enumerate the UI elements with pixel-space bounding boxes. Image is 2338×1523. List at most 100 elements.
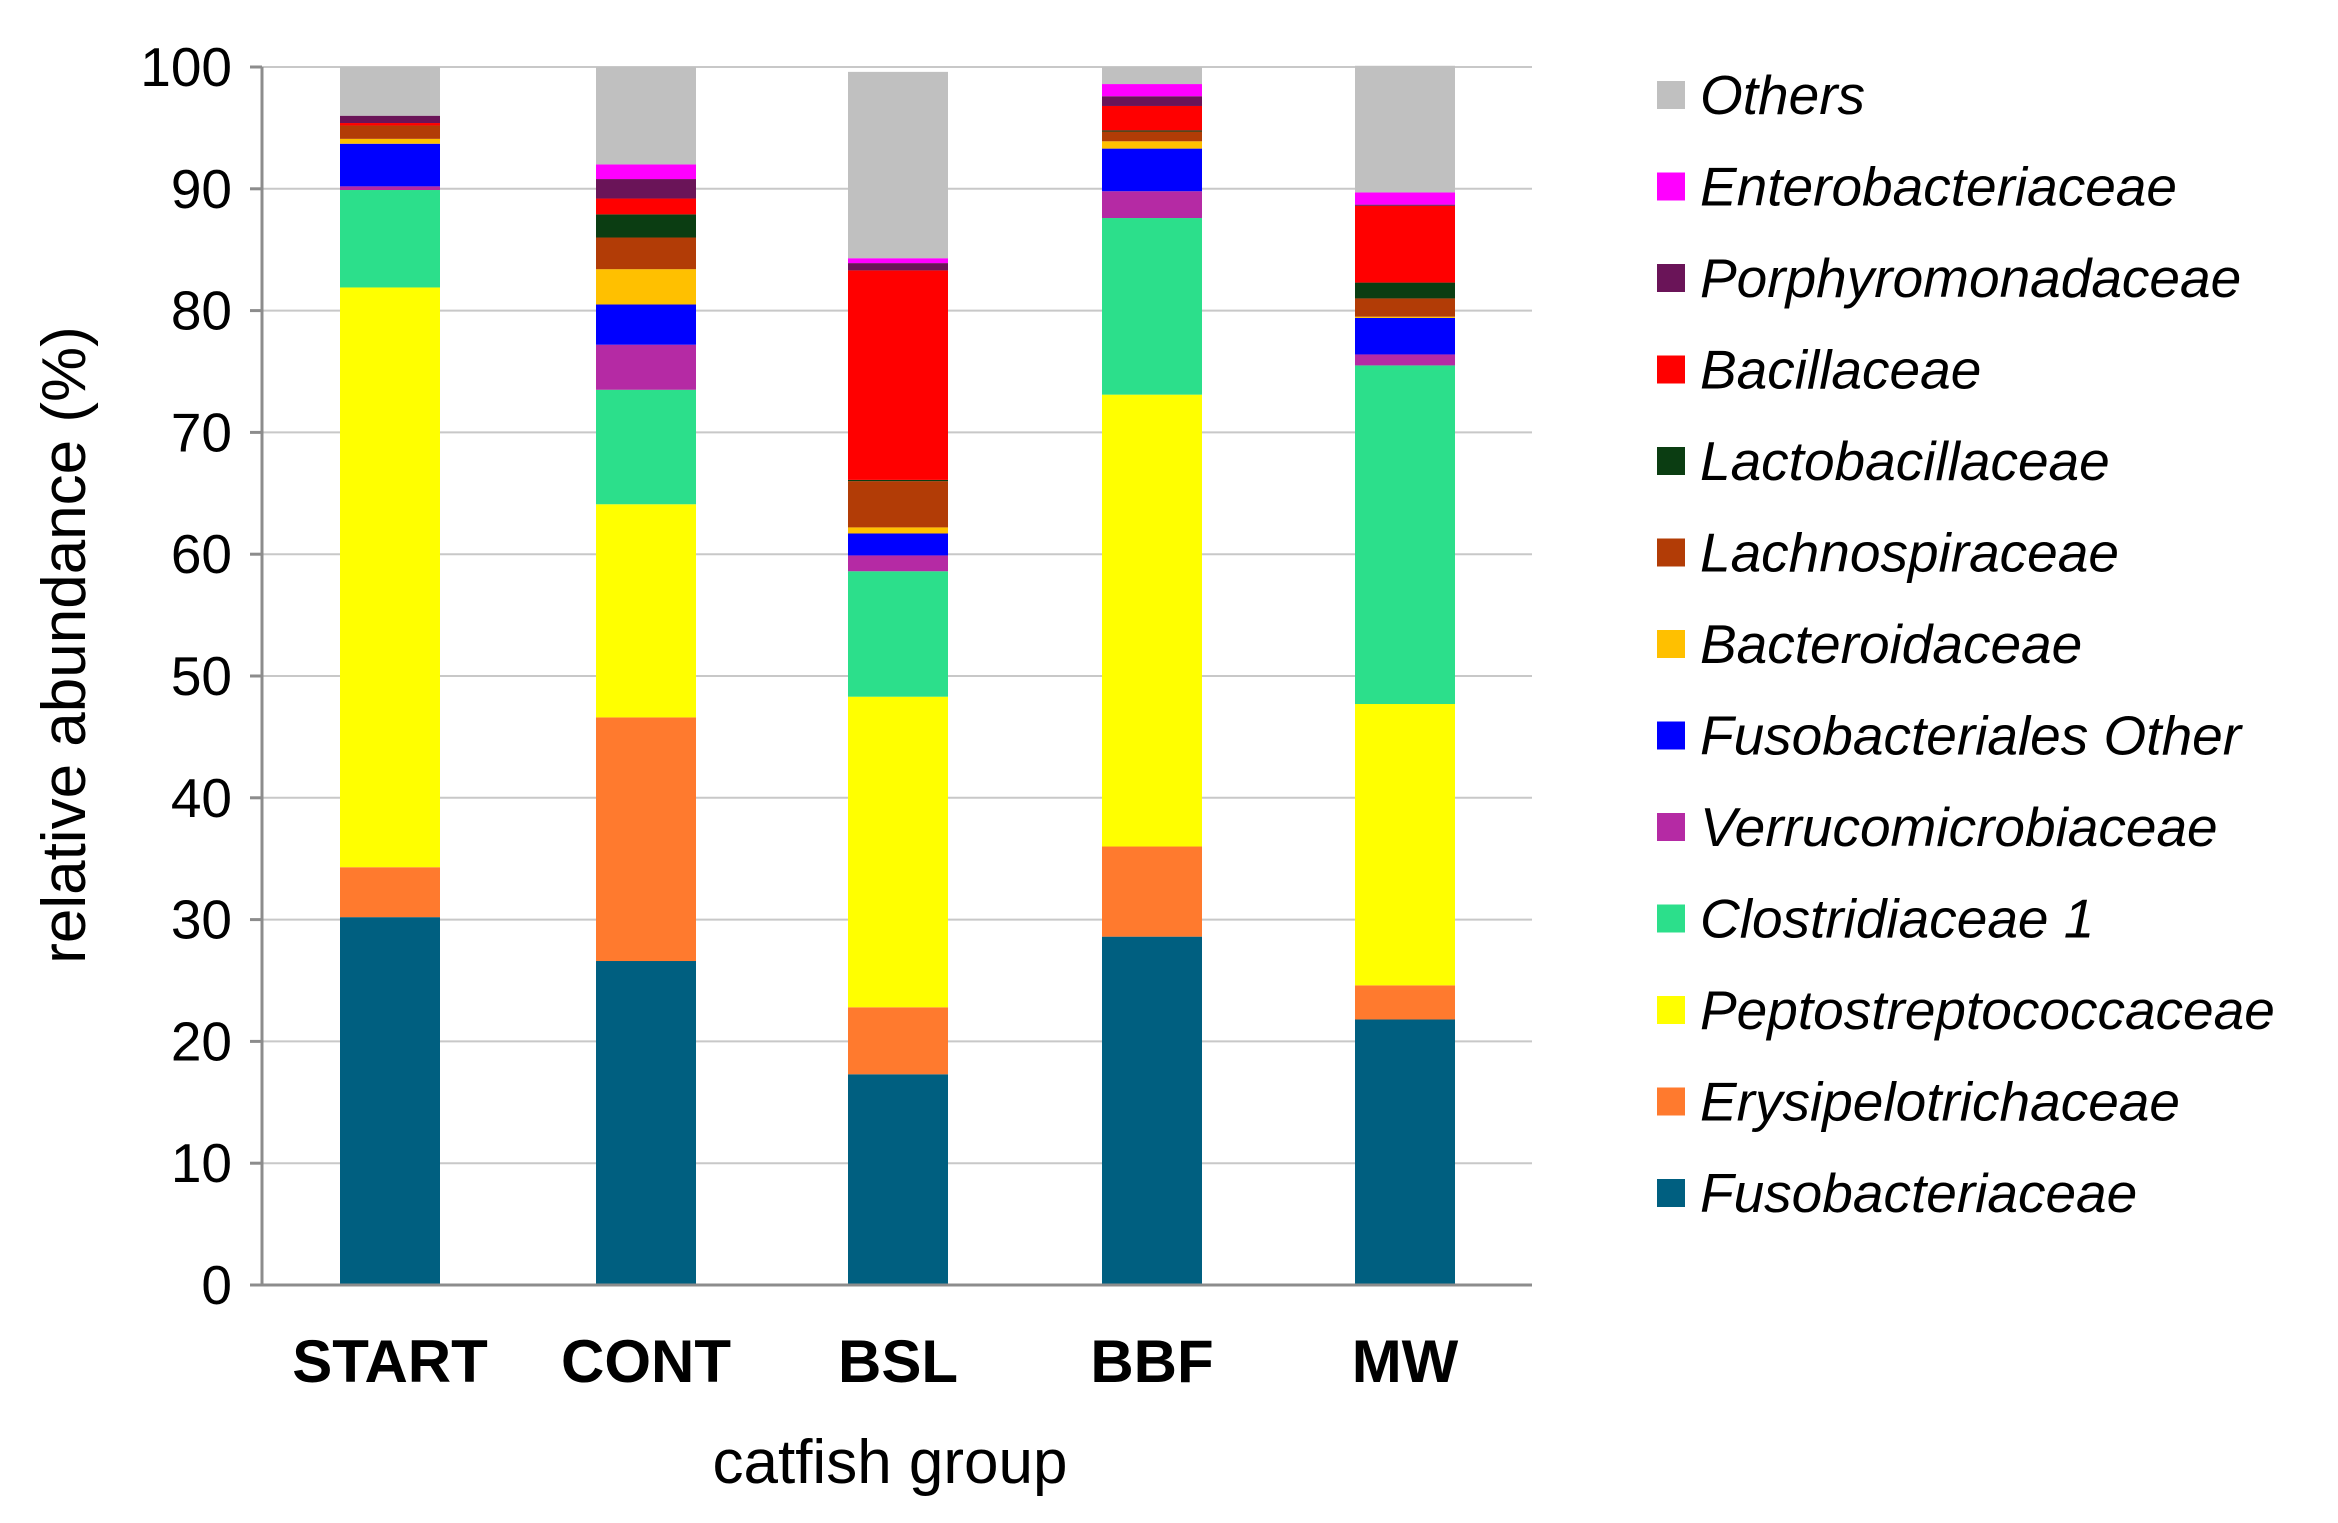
x-tick-label-cont: CONT xyxy=(561,1328,731,1395)
bar-mw-bacteroidaceae xyxy=(1355,316,1455,318)
y-tick-label-70: 70 xyxy=(171,401,232,463)
y-axis-title: relative abundance (%) xyxy=(30,326,99,964)
bar-stack-start xyxy=(340,67,440,1285)
bar-stack-mw xyxy=(1355,65,1455,1285)
bar-bbf-peptostreptococcaceae xyxy=(1102,394,1202,847)
bar-mw-bacillaceae xyxy=(1355,205,1455,283)
bar-mw-fusobacteriaceae xyxy=(1355,1019,1455,1285)
bar-bbf-erysipelotrichaceae xyxy=(1102,846,1202,937)
legend-item-bacillaceae: Bacillaceae xyxy=(1657,339,1981,401)
bar-start-erysipelotrichaceae xyxy=(340,867,440,918)
bar-bsl-bacillaceae xyxy=(848,270,948,480)
bar-bsl-lactobacillaceae xyxy=(848,479,948,482)
bar-mw-erysipelotrichaceae xyxy=(1355,985,1455,1020)
bar-cont-clostridiaceae-1 xyxy=(596,389,696,505)
legend-swatch-peptostreptococcaceae xyxy=(1657,996,1685,1024)
y-tick-label-40: 40 xyxy=(171,767,232,829)
bar-start-verrucomicrobiaceae xyxy=(340,186,440,191)
bar-start-bacillaceae xyxy=(340,123,440,126)
bar-bsl-bacteroidaceae xyxy=(848,527,948,534)
axes xyxy=(250,65,1532,1287)
legend-label-erysipelotrichaceae: Erysipelotrichaceae xyxy=(1700,1071,2180,1133)
bar-mw-fusobacteriales-other xyxy=(1355,317,1455,355)
legend-label-lachnospiraceae: Lachnospiraceae xyxy=(1700,522,2119,584)
bar-start-fusobacteriales-other xyxy=(340,143,440,187)
bar-cont-bacillaceae xyxy=(596,198,696,215)
bar-cont-fusobacteriaceae xyxy=(596,961,696,1285)
x-axis-title: catfish group xyxy=(713,1428,1068,1497)
x-tick-label-start: START xyxy=(292,1328,488,1395)
legend-swatch-lachnospiraceae xyxy=(1657,538,1685,567)
y-tick-label-100: 100 xyxy=(140,36,232,98)
bar-cont-bacteroidaceae xyxy=(596,269,696,305)
bar-mw-lachnospiraceae xyxy=(1355,298,1455,317)
bar-bsl-verrucomicrobiaceae xyxy=(848,555,948,572)
bar-cont-enterobacteriaceae xyxy=(596,164,696,180)
legend: Others Enterobacteriaceae Porphyromonadace… xyxy=(1657,64,2275,1224)
bar-start-porphyromonadaceae xyxy=(340,115,440,124)
bar-bbf-lactobacillaceae xyxy=(1102,130,1202,132)
bar-mw-lactobacillaceae xyxy=(1355,282,1455,299)
y-tick-label-30: 30 xyxy=(171,889,232,951)
bar-bsl-enterobacteriaceae xyxy=(848,258,948,264)
bar-cont-peptostreptococcaceae xyxy=(596,504,696,718)
bar-cont-porphyromonadaceae xyxy=(596,179,696,199)
bar-start-peptostreptococcaceae xyxy=(340,287,440,868)
bar-bsl-porphyromonadaceae xyxy=(848,263,948,271)
legend-label-others: Others xyxy=(1700,64,1865,126)
bar-cont-lachnospiraceae xyxy=(596,237,696,270)
legend-label-lactobacillaceae: Lactobacillaceae xyxy=(1700,430,2110,492)
legend-item-bacteroidaceae: Bacteroidaceae xyxy=(1657,613,2082,675)
legend-swatch-bacteroidaceae xyxy=(1657,630,1685,658)
legend-label-fusobacteriaceae: Fusobacteriaceae xyxy=(1700,1162,2137,1224)
bar-cont-erysipelotrichaceae xyxy=(596,717,696,962)
bar-stacks xyxy=(340,65,1455,1285)
bar-mw-clostridiaceae-1 xyxy=(1355,365,1455,705)
legend-label-verrucomicrobiaceae: Verrucomicrobiaceae xyxy=(1700,796,2218,858)
legend-swatch-others xyxy=(1657,81,1685,109)
bar-stack-cont xyxy=(596,67,696,1285)
bar-cont-others xyxy=(596,67,696,165)
x-category-labels: START CONT BSL BBF MW xyxy=(292,1328,1458,1395)
bar-bsl-others xyxy=(848,71,948,259)
legend-label-clostridiaceae-1: Clostridiaceae 1 xyxy=(1700,888,2094,950)
bar-bbf-enterobacteriaceae xyxy=(1102,84,1202,97)
x-tick-label-mw: MW xyxy=(1352,1328,1459,1395)
legend-label-peptostreptococcaceae: Peptostreptococcaceae xyxy=(1700,979,2275,1041)
bar-mw-porphyromonadaceae xyxy=(1355,204,1455,206)
y-tick-label-60: 60 xyxy=(171,523,232,585)
bar-bbf-bacillaceae xyxy=(1102,105,1202,131)
bar-stack-bbf xyxy=(1102,67,1202,1285)
bar-start-clostridiaceae-1 xyxy=(340,190,440,288)
legend-label-bacillaceae: Bacillaceae xyxy=(1700,339,1981,401)
bar-bsl-peptostreptococcaceae xyxy=(848,696,948,1008)
bar-bsl-clostridiaceae-1 xyxy=(848,571,948,697)
x-tick-label-bbf: BBF xyxy=(1090,1328,1213,1395)
y-tick-label-80: 80 xyxy=(171,280,232,342)
y-tick-label-10: 10 xyxy=(171,1132,232,1194)
bar-bbf-fusobacteriales-other xyxy=(1102,148,1202,192)
legend-item-porphyromonadaceae: Porphyromonadaceae xyxy=(1657,247,2241,309)
legend-item-fusobacteriaceae: Fusobacteriaceae xyxy=(1657,1162,2137,1224)
bar-bbf-verrucomicrobiaceae xyxy=(1102,191,1202,219)
legend-item-erysipelotrichaceae: Erysipelotrichaceae xyxy=(1657,1071,2180,1133)
bar-bsl-lachnospiraceae xyxy=(848,481,948,528)
bar-cont-lactobacillaceae xyxy=(596,214,696,238)
bar-start-lachnospiraceae xyxy=(340,125,440,139)
legend-label-porphyromonadaceae: Porphyromonadaceae xyxy=(1700,247,2241,309)
bar-bbf-bacteroidaceae xyxy=(1102,141,1202,149)
y-tick-label-90: 90 xyxy=(171,158,232,220)
y-tick-label-20: 20 xyxy=(171,1010,232,1072)
bar-mw-enterobacteriaceae xyxy=(1355,192,1455,205)
legend-swatch-erysipelotrichaceae xyxy=(1657,1087,1685,1116)
bar-bbf-lachnospiraceae xyxy=(1102,131,1202,142)
legend-label-fusobacteriales-other: Fusobacteriales Other xyxy=(1700,705,2244,767)
bar-bsl-fusobacteriales-other xyxy=(848,533,948,556)
legend-item-fusobacteriales-other: Fusobacteriales Other xyxy=(1657,705,2244,767)
legend-item-others: Others xyxy=(1657,64,1865,126)
bar-start-bacteroidaceae xyxy=(340,138,440,144)
bar-bsl-fusobacteriaceae xyxy=(848,1074,948,1285)
legend-swatch-enterobacteriaceae xyxy=(1657,172,1685,201)
bar-bsl-erysipelotrichaceae xyxy=(848,1007,948,1075)
